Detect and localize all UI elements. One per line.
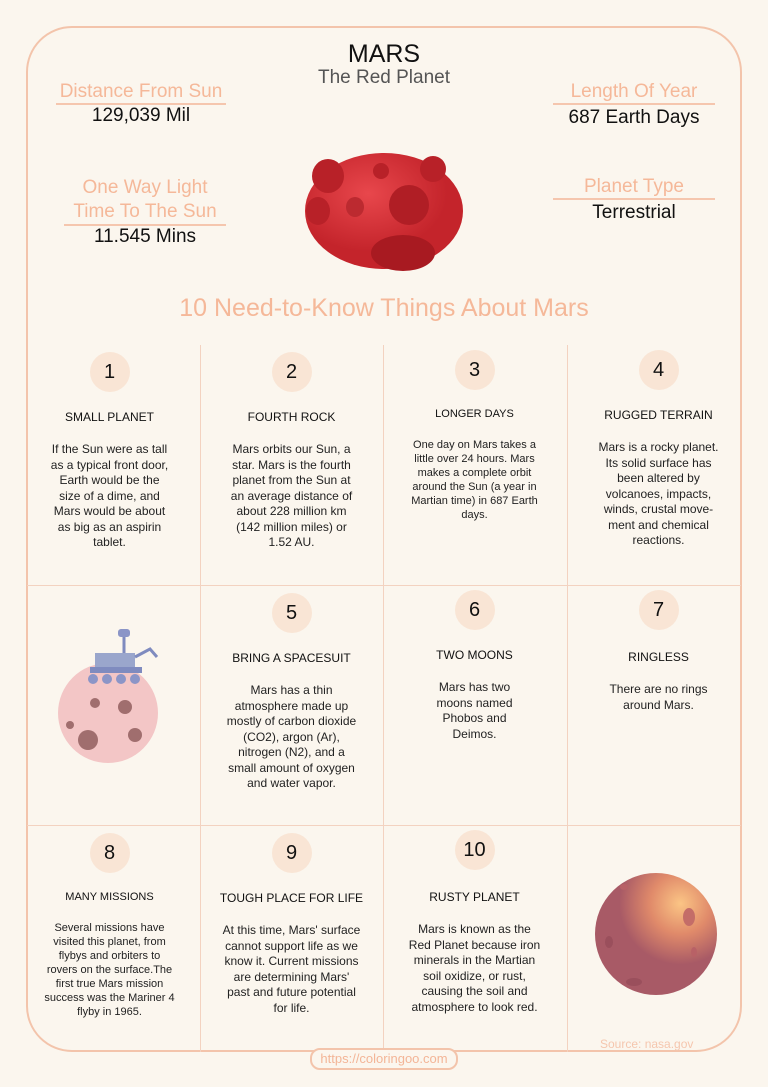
section-heading: 10 Need-to-Know Things About Mars — [179, 294, 589, 322]
card-title: SMALL PLANET — [65, 410, 154, 424]
card-body: Mars is a rocky planet. Its solid surfac… — [598, 440, 719, 547]
fact-card-5: 5 BRING A SPACESUIT Mars has a thin atmosp… — [200, 593, 383, 792]
mars-illustration — [305, 153, 463, 271]
number-badge: 9 — [271, 833, 312, 873]
fact-card-4: 4 RUGGED TERRAIN Mars is a rocky planet. I… — [567, 350, 750, 549]
card-body: One day on Mars takes a little over 24 h… — [411, 439, 538, 521]
fact-card-7: 7 RINGLESS There are no rings around Mars. — [567, 590, 750, 713]
number-badge: 6 — [454, 590, 495, 630]
card-title: TOUGH PLACE FOR LIFE — [219, 891, 364, 905]
fact-value: Terrestrial — [592, 202, 676, 223]
number-badge: 2 — [271, 352, 312, 392]
grid-divider — [200, 345, 201, 1052]
card-body: At this time, Mars' surface cannot suppo… — [222, 923, 361, 1015]
fact-value: 11.545 Mins — [93, 226, 197, 247]
card-body: Mars is known as the Red Planet because … — [408, 922, 541, 1014]
card-body: Mars has two moons named Phobos and Deim… — [436, 680, 513, 741]
fact-type: Planet Type Terrestrial — [553, 176, 715, 224]
card-title: RUGGED TERRAIN — [604, 408, 713, 422]
website-link[interactable]: https://coloringoo.com — [310, 1048, 458, 1070]
fact-year: Length Of Year 687 Earth Days — [553, 81, 715, 129]
fact-label: Planet Type — [553, 176, 715, 200]
grid-divider — [27, 825, 741, 826]
card-title: TWO MOONS — [436, 648, 513, 662]
number-badge: 5 — [271, 593, 312, 633]
number-badge: 3 — [454, 350, 495, 390]
card-title: RINGLESS — [628, 650, 689, 664]
fact-card-6: 6 TWO MOONS Mars has two moons named Phobo… — [383, 590, 566, 742]
card-title: RUSTY PLANET — [429, 890, 520, 904]
card-body: Mars has a thin atmosphere made up mostl… — [226, 683, 357, 790]
fact-card-9: 9 TOUGH PLACE FOR LIFE At this time, Mars'… — [200, 833, 383, 1016]
fact-card-10: 10 RUSTY PLANET Mars is known as the Red P… — [383, 830, 566, 1015]
grid-divider — [27, 585, 741, 586]
card-title: FOURTH ROCK — [247, 410, 336, 424]
card-title: MANY MISSIONS — [65, 891, 154, 903]
fact-card-8: 8 MANY MISSIONS Several missions have visi… — [18, 833, 201, 1019]
grid-divider — [383, 345, 384, 1052]
page-subtitle: The Red Planet — [317, 67, 451, 88]
number-badge: 8 — [89, 833, 130, 873]
card-title: BRING A SPACESUIT — [232, 651, 351, 665]
number-badge: 10 — [454, 830, 495, 870]
page-title: MARS — [347, 40, 421, 68]
card-body: Mars orbits our Sun, a star. Mars is the… — [230, 442, 353, 549]
number-badge: 7 — [638, 590, 679, 630]
fact-value: 687 Earth Days — [568, 107, 700, 128]
grid-divider — [567, 345, 568, 1052]
source-credit: Source: nasa.gov — [600, 1037, 694, 1051]
fact-distance: Distance From Sun 129,039 Mil — [56, 81, 226, 127]
card-body: Several missions have visited this plane… — [44, 922, 175, 1018]
fact-light-time: One Way Light Time To The Sun 11.545 Min… — [50, 176, 240, 248]
card-body: If the Sun were as tall as a typical fro… — [50, 442, 169, 549]
fact-label: Length Of Year — [553, 81, 715, 105]
fact-label: One Way Light Time To The Sun — [64, 176, 226, 226]
number-badge: 4 — [638, 350, 679, 390]
card-body: There are no rings around Mars. — [609, 682, 708, 712]
fact-label: Distance From Sun — [56, 81, 226, 105]
card-title: LONGER DAYS — [435, 408, 514, 420]
fact-card-2: 2 FOURTH ROCK Mars orbits our Sun, a star.… — [200, 352, 383, 551]
fact-card-1: 1 SMALL PLANET If the Sun were as tall as … — [18, 352, 201, 551]
number-badge: 1 — [89, 352, 130, 392]
planet-illustration — [595, 873, 717, 995]
fact-card-3: 3 LONGER DAYS One day on Mars takes a litt… — [383, 350, 566, 522]
rover-on-planet-illustration — [58, 629, 160, 764]
fact-value: 129,039 Mil — [91, 105, 191, 126]
